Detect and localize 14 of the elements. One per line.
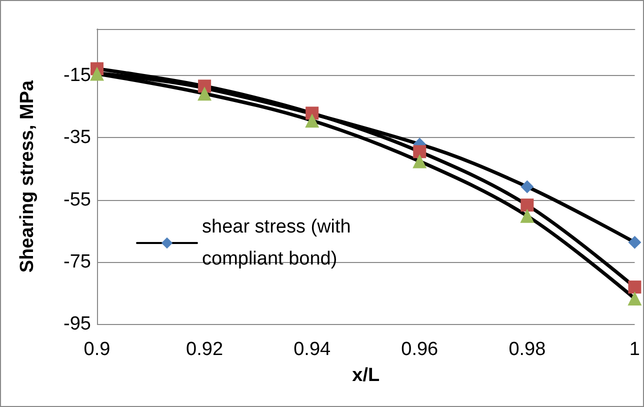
y-tick-label: -55: [64, 189, 91, 210]
y-tick-label: -35: [64, 127, 91, 148]
y-axis-title: Shearing stress, MPa: [17, 80, 38, 273]
y-tick-label: -95: [64, 314, 91, 334]
x-tick-label: 0.9: [84, 339, 110, 360]
y-tick-label: -15: [64, 65, 91, 86]
x-tick-label: 0.94: [294, 339, 332, 360]
x-tick-label: 0.92: [186, 339, 224, 360]
x-tick-label: 1: [629, 339, 640, 360]
x-axis-title: x/L: [352, 365, 380, 386]
x-tick-label: 0.96: [401, 339, 438, 360]
legend-label: shear stress (with compliant bond): [202, 216, 356, 270]
x-tick-label: 0.98: [508, 339, 546, 360]
y-tick-label: -75: [64, 251, 91, 272]
